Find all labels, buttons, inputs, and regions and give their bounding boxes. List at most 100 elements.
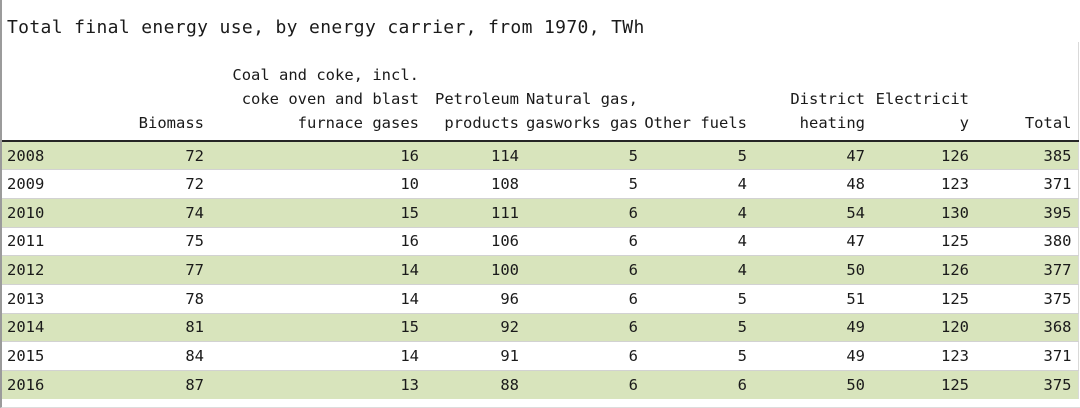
value-cell: 120 (941, 318, 969, 337)
value-cell: 91 (500, 347, 519, 366)
value-cell: 16 (400, 232, 419, 251)
value-cell: 49 (846, 347, 865, 366)
table-row: 2009 72 10 108 5 4 48 123 371 (2, 169, 1078, 199)
value-cell: 75 (185, 232, 204, 251)
value-cell: 6 (628, 318, 638, 337)
value-cell: 6 (628, 261, 638, 280)
value-cell: 87 (185, 376, 204, 395)
value-cell: 6 (628, 203, 638, 222)
value-cell: 123 (941, 175, 969, 194)
table-row: 2012 77 14 100 6 4 50 126 377 (2, 255, 1078, 285)
year-cell: 2010 (7, 203, 45, 222)
year-cell: 2015 (7, 347, 45, 366)
col-header-petroleum: Petroleum products (425, 42, 525, 142)
table-body: 2008 72 16 114 5 5 47 126 385 2009 72 10 108 5 4 48 123 3… (2, 141, 1078, 400)
value-cell: 49 (846, 318, 865, 337)
value-cell: 50 (846, 376, 865, 395)
value-cell: 5 (737, 289, 747, 308)
col-header-other-fuels: Other fuels (644, 42, 753, 142)
value-cell: 14 (400, 289, 419, 308)
value-cell: 126 (941, 146, 969, 165)
value-cell: 126 (941, 261, 969, 280)
year-cell: 2008 (7, 146, 45, 165)
value-cell: 5 (628, 146, 638, 165)
year-cell: 2016 (7, 376, 45, 395)
table-row: 2008 72 16 114 5 5 47 126 385 (2, 141, 1078, 170)
year-cell: 2009 (7, 175, 45, 194)
value-cell: 111 (491, 203, 519, 222)
value-cell: 77 (185, 261, 204, 280)
year-cell: 2014 (7, 318, 45, 337)
value-cell: 375 (1043, 289, 1072, 308)
value-cell: 4 (737, 203, 747, 222)
value-cell: 380 (1043, 232, 1072, 251)
value-cell: 47 (846, 232, 865, 251)
year-cell: 2013 (7, 289, 45, 308)
value-cell: 125 (941, 376, 969, 395)
value-cell: 371 (1043, 347, 1072, 366)
value-cell: 377 (1043, 261, 1072, 280)
value-cell: 15 (400, 318, 419, 337)
year-cell: 2011 (7, 232, 45, 251)
col-header-biomass: Biomass (118, 42, 210, 142)
table-row: 2010 74 15 111 6 4 54 130 395 (2, 198, 1078, 228)
value-cell: 96 (500, 289, 519, 308)
value-cell: 371 (1043, 175, 1072, 194)
value-cell: 130 (941, 203, 969, 222)
col-header-electricity: Electricit y (871, 42, 975, 142)
value-cell: 84 (185, 347, 204, 366)
value-cell: 100 (491, 261, 519, 280)
table-row: 2016 87 13 88 6 6 50 125 375 (2, 370, 1078, 400)
value-cell: 74 (185, 203, 204, 222)
value-cell: 50 (846, 261, 865, 280)
value-cell: 385 (1043, 146, 1072, 165)
value-cell: 16 (400, 146, 419, 165)
value-cell: 14 (400, 261, 419, 280)
value-cell: 47 (846, 146, 865, 165)
value-cell: 92 (500, 318, 519, 337)
value-cell: 5 (628, 175, 638, 194)
table-row: 2015 84 14 91 6 5 49 123 371 (2, 341, 1078, 371)
value-cell: 108 (491, 175, 519, 194)
value-cell: 10 (400, 175, 419, 194)
col-header-total: Total (975, 42, 1078, 142)
col-header-blank (2, 42, 118, 142)
value-cell: 4 (737, 175, 747, 194)
value-cell: 6 (628, 232, 638, 251)
value-cell: 125 (941, 289, 969, 308)
value-cell: 54 (846, 203, 865, 222)
value-cell: 48 (846, 175, 865, 194)
year-cell: 2012 (7, 261, 45, 280)
table-row: 2013 78 14 96 6 5 51 125 375 (2, 284, 1078, 313)
value-cell: 125 (941, 232, 969, 251)
col-header-district-heating: District heating (753, 42, 871, 142)
value-cell: 114 (491, 146, 519, 165)
value-cell: 4 (737, 232, 747, 251)
value-cell: 5 (737, 146, 747, 165)
value-cell: 6 (628, 347, 638, 366)
header-row: Biomass Coal and coke, incl. coke oven a… (2, 42, 1078, 142)
value-cell: 51 (846, 289, 865, 308)
value-cell: 14 (400, 347, 419, 366)
value-cell: 78 (185, 289, 204, 308)
value-cell: 5 (737, 318, 747, 337)
value-cell: 6 (628, 289, 638, 308)
col-header-natural-gas: Natural gas, gasworks gas (525, 42, 644, 142)
sheet-title: Total final energy use, by energy carrie… (7, 17, 645, 38)
value-cell: 88 (500, 376, 519, 395)
value-cell: 368 (1043, 318, 1072, 337)
value-cell: 5 (737, 347, 747, 366)
energy-table: Biomass Coal and coke, incl. coke oven a… (2, 42, 1079, 400)
value-cell: 72 (185, 175, 204, 194)
table-row: 2014 81 15 92 6 5 49 120 368 (2, 313, 1078, 342)
value-cell: 6 (737, 376, 747, 395)
value-cell: 123 (941, 347, 969, 366)
value-cell: 6 (628, 376, 638, 395)
value-cell: 81 (185, 318, 204, 337)
value-cell: 375 (1043, 376, 1072, 395)
value-cell: 15 (400, 203, 419, 222)
value-cell: 72 (185, 146, 204, 165)
col-header-coal: Coal and coke, incl. coke oven and blast… (210, 42, 425, 142)
value-cell: 4 (737, 261, 747, 280)
